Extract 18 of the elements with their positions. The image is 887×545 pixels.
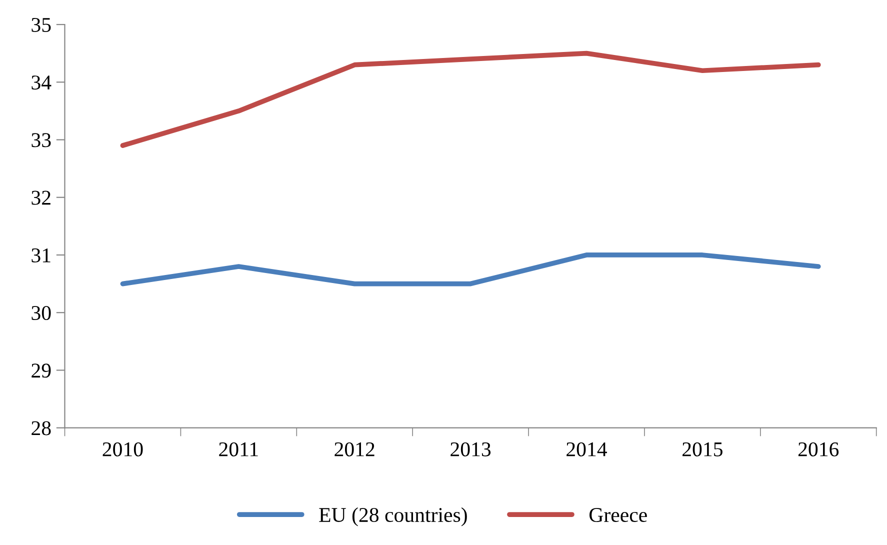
y-tick-label: 32 (32, 190, 50, 205)
x-tick-label: 2015 (682, 442, 722, 456)
y-tick-label: 30 (32, 306, 51, 320)
x-tick-label: 2013 (450, 442, 491, 456)
y-tick-label: 34 (32, 76, 52, 90)
legend-label: Greece (590, 508, 647, 522)
legend-label: EU (28 countries) (319, 507, 467, 526)
x-tick-label: 2010 (102, 442, 143, 456)
x-tick-label: 2016 (798, 442, 839, 456)
line-series (120, 50, 821, 148)
x-tick-label: 2014 (566, 442, 608, 456)
x-tick-label: 2011 (219, 442, 258, 456)
y-tick-label: 29 (32, 364, 51, 378)
x-tick-label: 2012 (334, 442, 374, 456)
y-tick-label: 35 (32, 18, 51, 32)
y-tick-label: 28 (32, 421, 51, 436)
y-tick-label: 31 (32, 248, 50, 262)
y-tick-label: 33 (32, 133, 51, 148)
